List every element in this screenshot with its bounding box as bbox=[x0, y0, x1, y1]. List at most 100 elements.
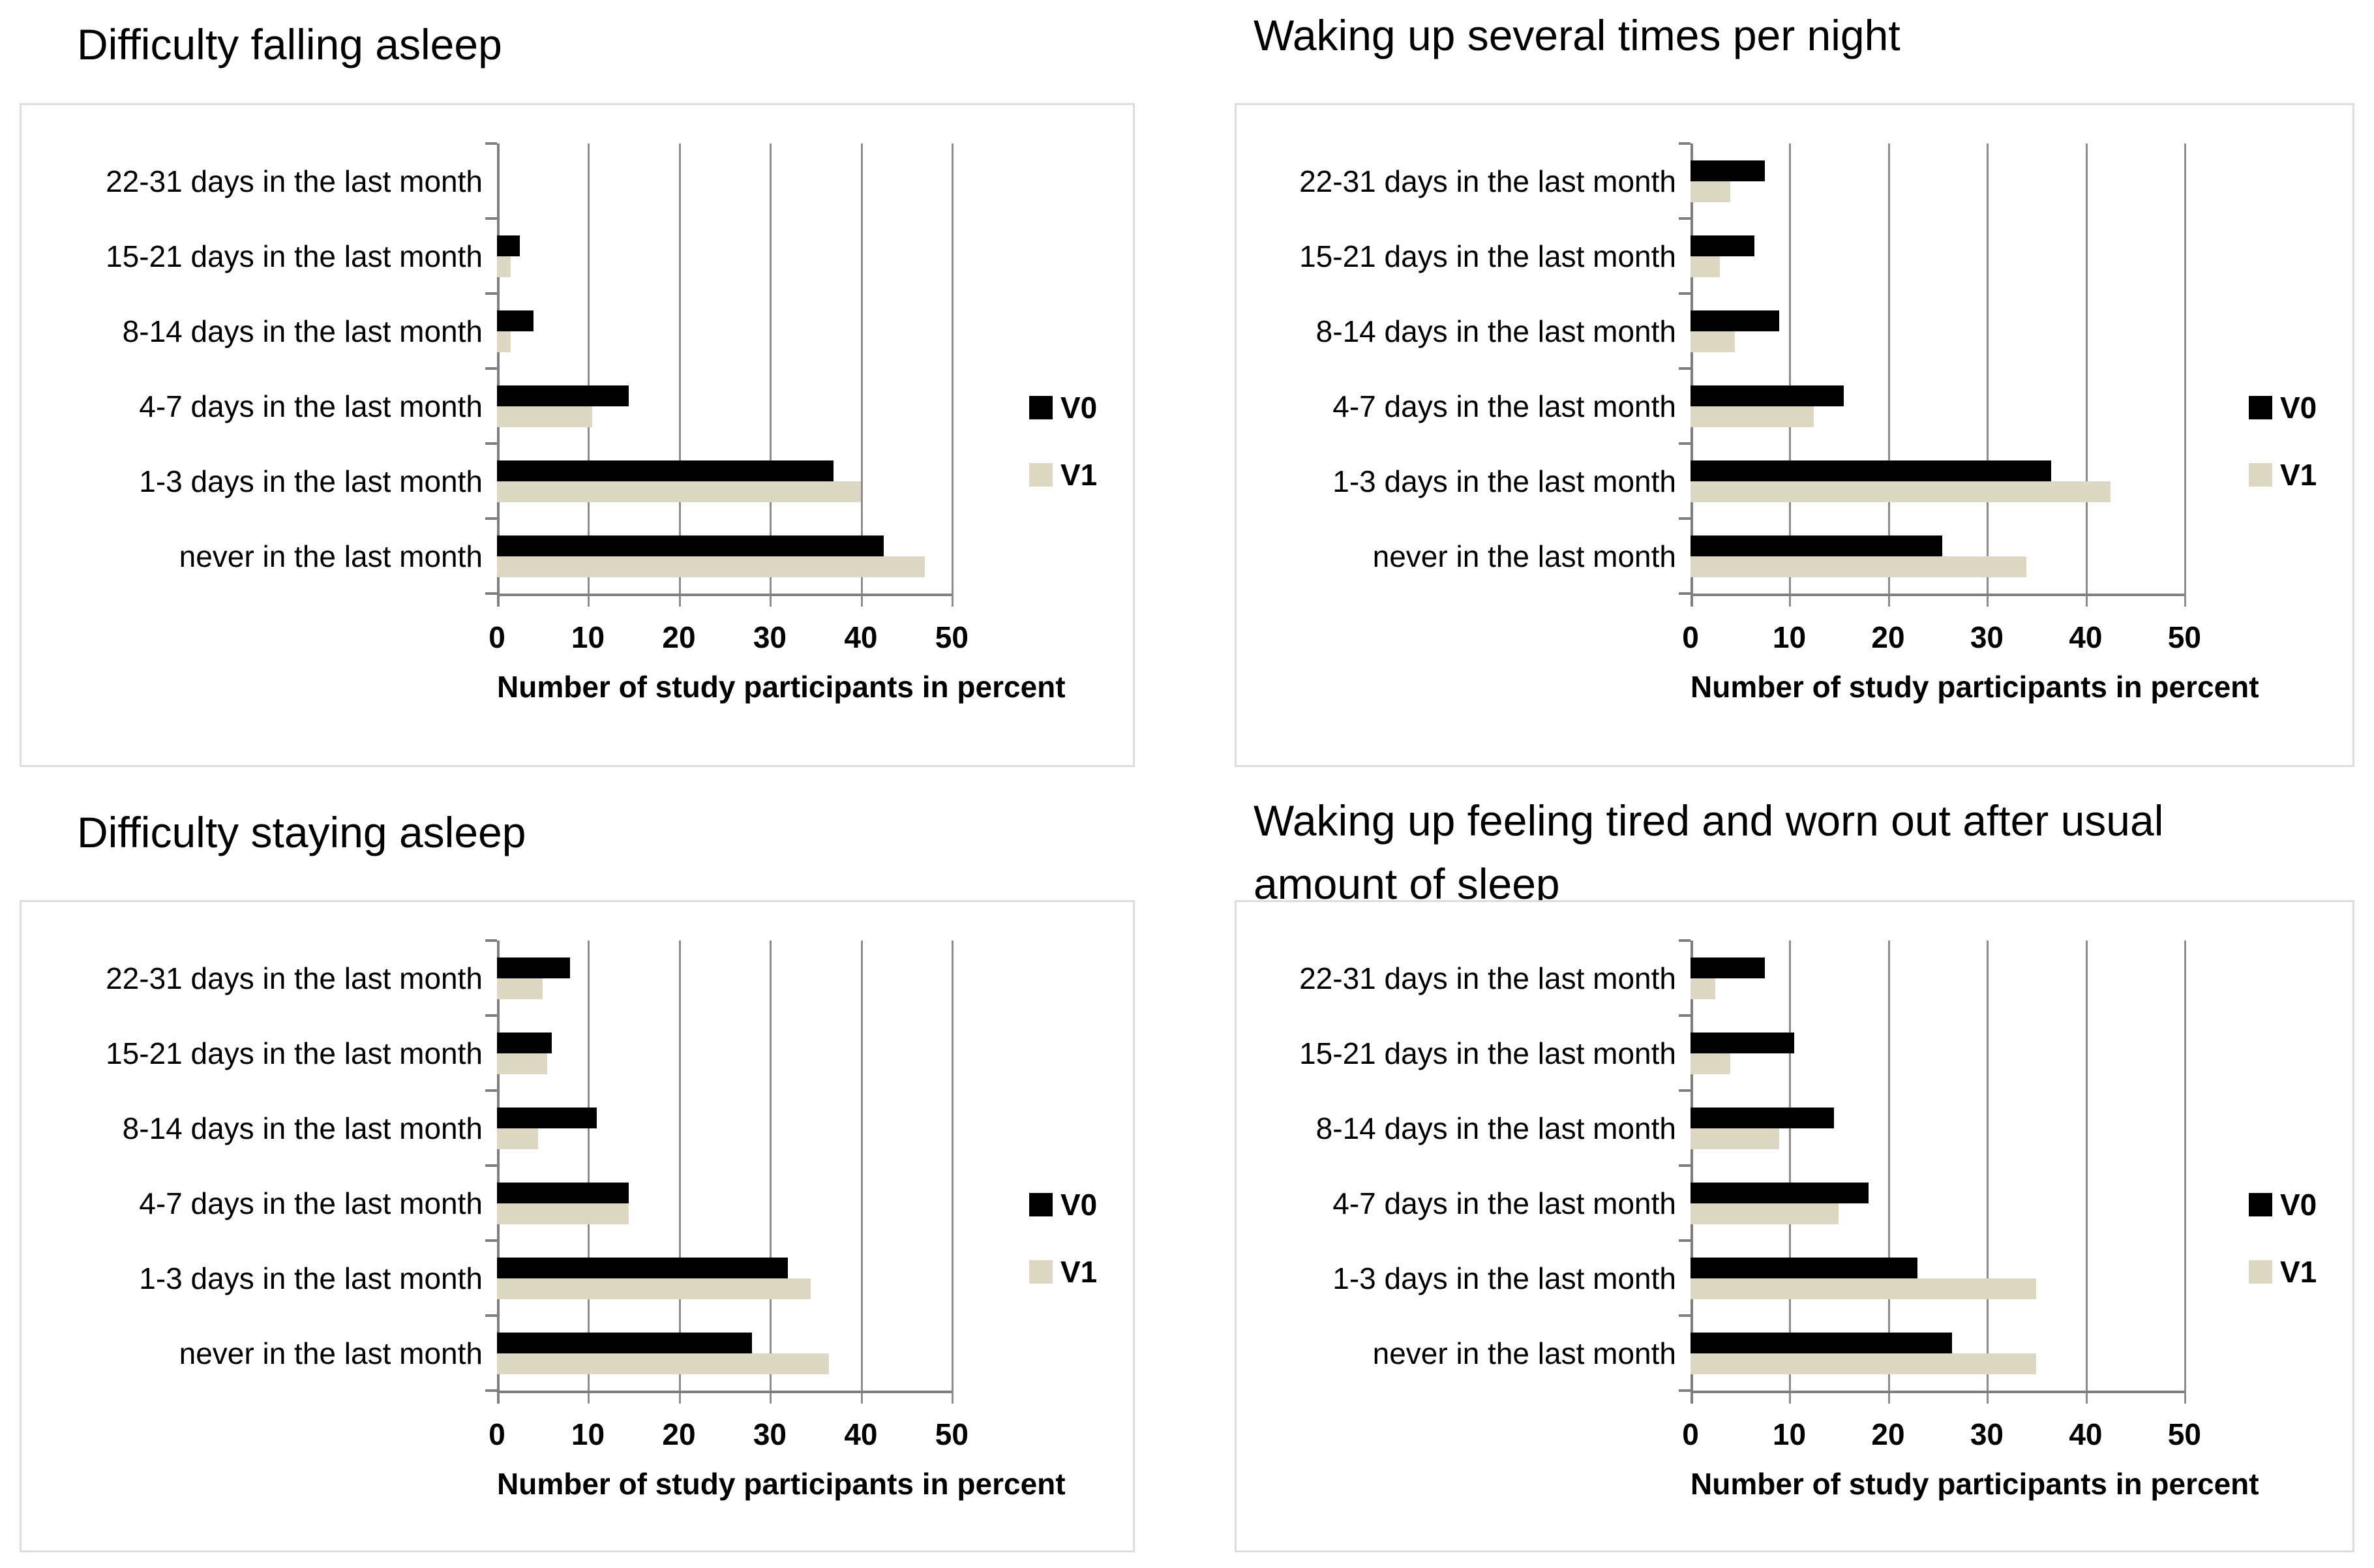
x-tick-label: 50 bbox=[2167, 620, 2201, 654]
gridline bbox=[1789, 941, 1792, 1404]
x-tick-label: 10 bbox=[1772, 1417, 1807, 1451]
chart-title-difficulty-staying-asleep: Difficulty staying asleep bbox=[77, 808, 526, 856]
category-label: 15-21 days in the last month bbox=[106, 1036, 483, 1070]
y-axis-tick bbox=[1679, 1014, 1690, 1017]
y-axis-tick bbox=[1679, 142, 1690, 145]
bar-v1 bbox=[1690, 256, 1720, 277]
bar-v1 bbox=[1690, 181, 1730, 202]
gridline bbox=[952, 143, 954, 607]
gridline bbox=[2184, 143, 2187, 607]
chart-title-waking-up-tired: Waking up feeling tired and worn out aft… bbox=[1254, 796, 2164, 908]
y-axis-tick bbox=[485, 142, 497, 145]
y-axis-line bbox=[1690, 941, 1693, 1404]
bar-v0 bbox=[1690, 1108, 1834, 1128]
chart-panel-difficulty-falling-asleep: 22-31 days in the last month 15-21 days i… bbox=[20, 103, 1135, 767]
bar-v1 bbox=[1690, 481, 2111, 502]
category-label: 8-14 days in the last month bbox=[1315, 1111, 1676, 1145]
gridline bbox=[860, 143, 863, 607]
category-label: never in the last month bbox=[179, 1336, 483, 1370]
legend-label: V1 bbox=[2280, 458, 2317, 492]
y-axis-tick bbox=[485, 1239, 497, 1242]
plot-area bbox=[485, 939, 1020, 1404]
y-axis-tick bbox=[1679, 442, 1690, 445]
y-axis-line bbox=[497, 143, 500, 607]
legend-entry-v0: V0 bbox=[2249, 390, 2317, 425]
x-axis-title: Number of study participants in percent bbox=[497, 670, 1066, 704]
legend-label: V0 bbox=[2280, 1188, 2317, 1222]
bar-v0 bbox=[497, 460, 834, 481]
y-axis-tick bbox=[485, 1389, 497, 1392]
bar-v1 bbox=[497, 1128, 538, 1149]
category-label: 15-21 days in the last month bbox=[106, 239, 483, 273]
y-axis-tick bbox=[1679, 367, 1690, 370]
gridline bbox=[588, 143, 590, 607]
category-label: 22-31 days in the last month bbox=[106, 961, 483, 995]
gridline bbox=[1789, 143, 1792, 607]
bar-v0 bbox=[497, 535, 884, 556]
bar-v0 bbox=[1690, 160, 1765, 181]
bar-v0 bbox=[1690, 1333, 1953, 1353]
category-label: never in the last month bbox=[1372, 1336, 1676, 1370]
gridline bbox=[678, 941, 681, 1404]
x-tick-label: 0 bbox=[1682, 1417, 1699, 1451]
x-axis-line bbox=[497, 594, 952, 596]
x-tick-label: 0 bbox=[488, 620, 505, 654]
y-axis-tick bbox=[1679, 592, 1690, 595]
x-tick-label: 40 bbox=[2069, 1417, 2103, 1451]
x-tick-label: 30 bbox=[753, 1417, 787, 1451]
bar-v0 bbox=[1690, 1258, 1918, 1278]
legend-label: V0 bbox=[1060, 1188, 1098, 1222]
bar-v0 bbox=[1690, 460, 2051, 481]
category-label: 4-7 days in the last month bbox=[139, 1186, 483, 1220]
chart-panel-difficulty-staying-asleep: 22-31 days in the last month 15-21 days i… bbox=[20, 900, 1135, 1552]
y-axis-tick bbox=[485, 1164, 497, 1167]
legend-label: V1 bbox=[2280, 1255, 2317, 1289]
legend-swatch-v0 bbox=[2249, 396, 2272, 419]
bar-v1 bbox=[1690, 406, 1814, 427]
gridline bbox=[588, 941, 590, 1404]
y-axis-tick bbox=[485, 939, 497, 942]
x-tick-label: 0 bbox=[1682, 620, 1699, 654]
bar-v1 bbox=[1690, 331, 1735, 352]
bar-v0 bbox=[497, 1333, 752, 1353]
category-label: 4-7 days in the last month bbox=[1332, 389, 1676, 423]
x-tick-label: 40 bbox=[844, 1417, 878, 1451]
bar-v0 bbox=[497, 1033, 552, 1053]
bar-v1 bbox=[497, 1353, 830, 1374]
bar-v0 bbox=[497, 310, 533, 331]
bar-v0 bbox=[1690, 1183, 1869, 1203]
gridline bbox=[1887, 143, 1890, 607]
bar-v1 bbox=[1690, 556, 2027, 577]
bar-v1 bbox=[1690, 978, 1715, 999]
gridline bbox=[1887, 941, 1890, 1404]
legend-entry-v1: V1 bbox=[2249, 457, 2317, 492]
gridline bbox=[952, 941, 954, 1404]
category-label: 1-3 days in the last month bbox=[1332, 464, 1676, 498]
legend-swatch-v0 bbox=[1029, 1193, 1053, 1216]
bar-v1 bbox=[1690, 1353, 2037, 1374]
bar-v0 bbox=[1690, 957, 1765, 978]
bar-v0 bbox=[497, 1108, 597, 1128]
y-axis-tick bbox=[485, 217, 497, 220]
x-axis-line bbox=[1690, 594, 2185, 596]
bar-v1 bbox=[497, 978, 543, 999]
bar-v0 bbox=[1690, 310, 1780, 331]
bar-v0 bbox=[497, 1258, 789, 1278]
category-label: 22-31 days in the last month bbox=[1299, 961, 1676, 995]
legend-swatch-v1 bbox=[2249, 1260, 2272, 1284]
x-tick-label: 30 bbox=[1970, 620, 2004, 654]
gridline bbox=[860, 941, 863, 1404]
plot-area bbox=[1679, 939, 2259, 1404]
y-axis-tick bbox=[1679, 1389, 1690, 1392]
bar-v0 bbox=[1690, 1033, 1795, 1053]
legend-entry-v1: V1 bbox=[2249, 1254, 2317, 1289]
legend-entry-v0: V0 bbox=[1029, 1187, 1097, 1222]
category-label: 22-31 days in the last month bbox=[106, 164, 483, 198]
bar-v1 bbox=[497, 331, 511, 352]
x-axis-title: Number of study participants in percent bbox=[1690, 1467, 2259, 1501]
plot-area bbox=[485, 142, 1020, 607]
x-axis-title: Number of study participants in percent bbox=[1690, 670, 2259, 704]
legend-label: V0 bbox=[1060, 391, 1098, 425]
x-axis-line bbox=[497, 1391, 952, 1393]
